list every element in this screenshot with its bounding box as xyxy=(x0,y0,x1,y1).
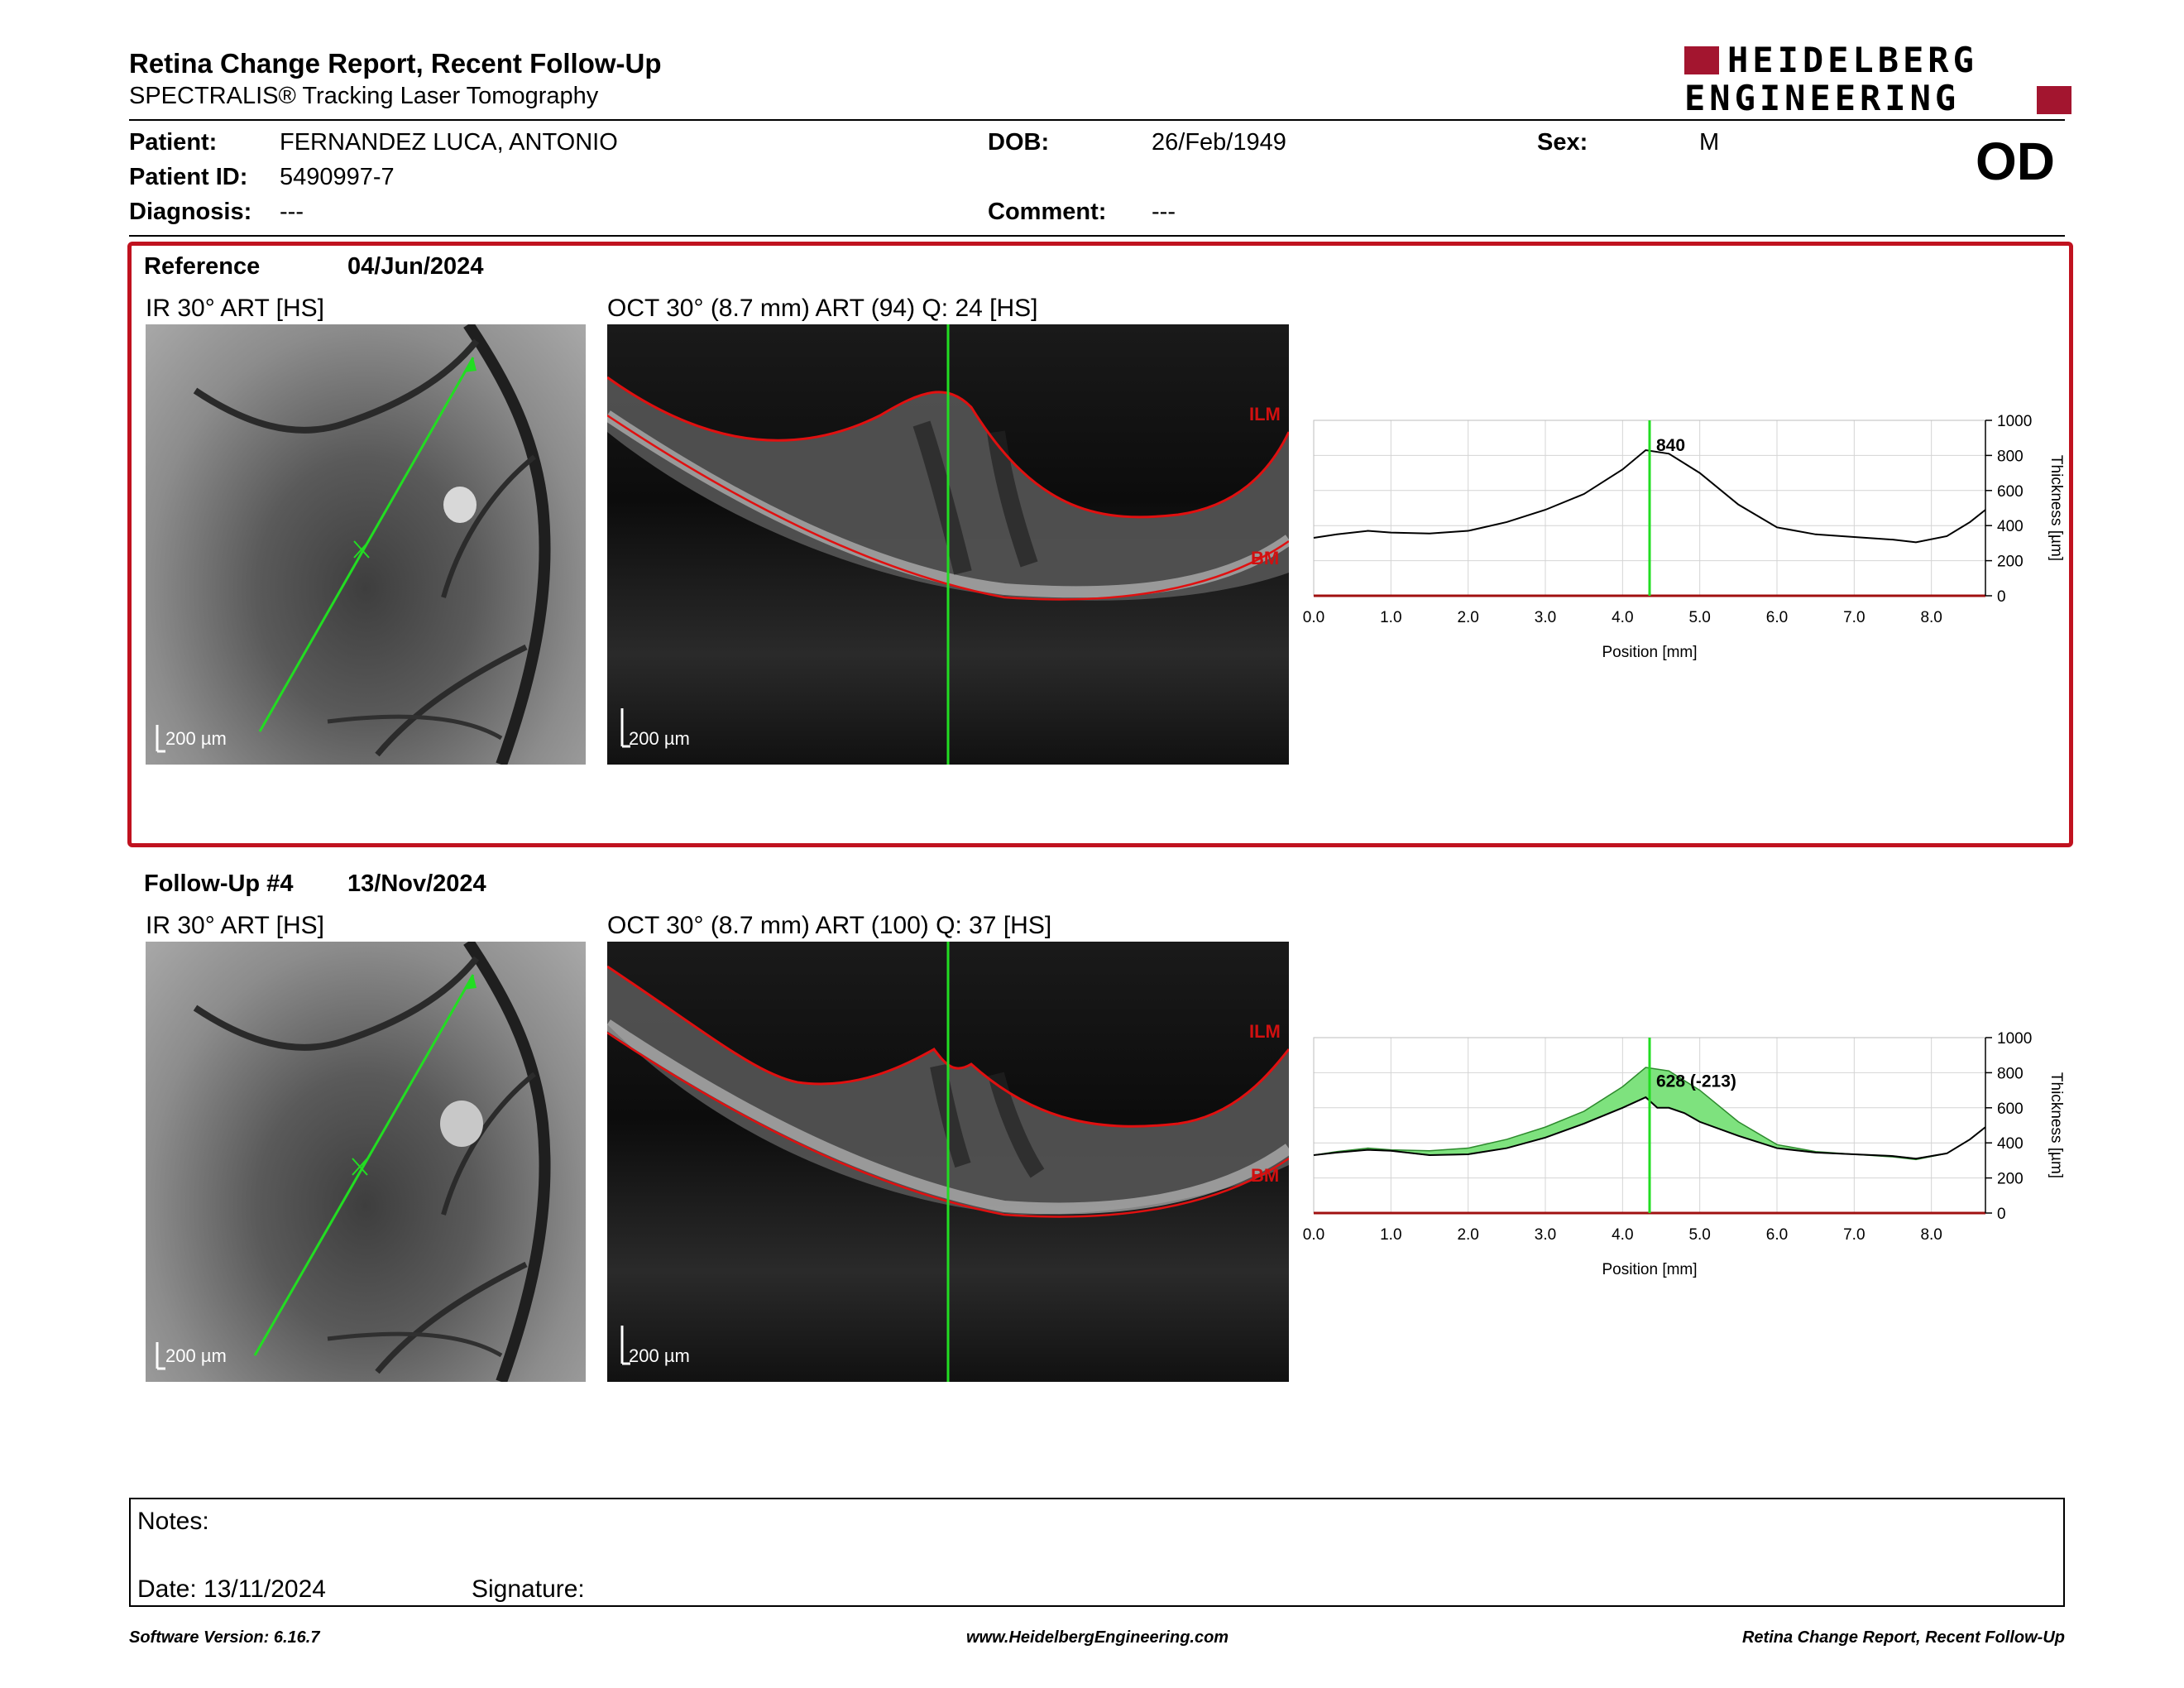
sex-value: M xyxy=(1699,129,1720,156)
heidelberg-logo: HEIDELBERG ENGINEERING xyxy=(1684,43,2071,116)
y-tick-label: 1000 xyxy=(1997,1030,2032,1048)
footer-website[interactable]: www.HeidelbergEngineering.com xyxy=(966,1628,1229,1647)
y-tick-label: 0 xyxy=(1997,588,2006,606)
patient-id-value: 5490997-7 xyxy=(280,164,395,190)
y-tick-label: 800 xyxy=(1997,448,2024,465)
reference-thickness-line xyxy=(1313,448,1986,544)
x-tick-label: 4.0 xyxy=(1612,1226,1633,1244)
patient-name: FERNANDEZ LUCA, ANTONIO xyxy=(280,129,618,156)
reference-ir-scale: 200 µm xyxy=(165,728,227,749)
x-axis-title: Position [mm] xyxy=(1602,644,1697,661)
signature-label: Signature: xyxy=(472,1575,585,1603)
dob-label: DOB: xyxy=(988,129,1050,156)
marker-value-label: 840 xyxy=(1656,436,1685,455)
reference-frame xyxy=(127,242,2073,847)
y-tick-label: 200 xyxy=(1997,1171,2024,1188)
followup-bm-label: BM xyxy=(1251,1165,1279,1186)
reference-label: Reference xyxy=(144,253,261,280)
y-tick-label: 0 xyxy=(1997,1206,2006,1223)
notes-box: Notes: Date: 13/11/2024 Signature: xyxy=(129,1498,2065,1607)
y-tick-label: 600 xyxy=(1997,483,2024,501)
followup-oct-scale: 200 µm xyxy=(629,1345,690,1366)
reference-fundus-image: 200 µm xyxy=(146,324,586,765)
report-subtitle: SPECTRALIS® Tracking Laser Tomography xyxy=(129,83,599,109)
x-tick-label: 0.0 xyxy=(1303,609,1324,626)
x-tick-label: 2.0 xyxy=(1457,609,1478,626)
footer-software-version: Software Version: 6.16.7 xyxy=(129,1628,320,1647)
y-tick-label: 400 xyxy=(1997,518,2024,535)
followup-label: Follow-Up #4 xyxy=(144,870,294,897)
followup-thickness-chart: 0 200 400 600 800 1000 0.0 1.0 2.0 3.0 4.0 5.0 6.0 7.… xyxy=(1303,1030,2065,1278)
x-tick-label: 8.0 xyxy=(1920,609,1942,626)
followup-ir-scale: 200 µm xyxy=(165,1345,227,1366)
followup-ilm-label: ILM xyxy=(1249,1021,1281,1042)
x-tick-label: 5.0 xyxy=(1688,609,1710,626)
followup-oct-label: OCT 30° (8.7 mm) ART (100) Q: 37 [HS] xyxy=(607,912,1052,939)
y-tick-label: 600 xyxy=(1997,1101,2024,1118)
comment-value: --- xyxy=(1152,199,1176,225)
reference-ilm-label: ILM xyxy=(1249,404,1281,424)
y-tick-label: 1000 xyxy=(1997,413,2032,430)
x-tick-label: 1.0 xyxy=(1380,609,1401,626)
eye-indicator: OD xyxy=(1976,132,2055,191)
x-axis-title: Position [mm] xyxy=(1602,1261,1697,1278)
x-tick-label: 8.0 xyxy=(1920,1226,1942,1244)
y-tick-label: 800 xyxy=(1997,1065,2024,1082)
followup-ir-label: IR 30° ART [HS] xyxy=(146,912,324,939)
reference-thickness-chart: 0 200 400 600 800 1000 0.0 1.0 2.0 3.0 4.0 5.0 6.0 7.… xyxy=(1303,413,2065,661)
report-title: Retina Change Report, Recent Follow-Up xyxy=(129,48,662,79)
y-axis-title: Thickness [µm] xyxy=(2048,1072,2065,1178)
y-tick-label: 200 xyxy=(1997,554,2024,571)
sex-label: Sex: xyxy=(1537,129,1588,156)
comment-label: Comment: xyxy=(988,199,1107,225)
x-tick-label: 3.0 xyxy=(1535,1226,1556,1244)
diagnosis-label: Diagnosis: xyxy=(129,199,252,225)
followup-oct-image: ILM BM 200 µm xyxy=(607,942,1289,1382)
followup-date: 13/Nov/2024 xyxy=(347,870,486,897)
y-axis-title: Thickness [µm] xyxy=(2048,455,2065,561)
patient-id-label: Patient ID: xyxy=(129,164,248,190)
reference-oct-label: OCT 30° (8.7 mm) ART (94) Q: 24 [HS] xyxy=(607,295,1038,322)
x-tick-label: 6.0 xyxy=(1766,1226,1788,1244)
patient-divider xyxy=(129,235,2065,237)
reference-bm-label: BM xyxy=(1251,548,1279,568)
diagnosis-value: --- xyxy=(280,199,304,225)
x-tick-label: 5.0 xyxy=(1688,1226,1710,1244)
notes-label: Notes: xyxy=(137,1508,209,1535)
x-tick-label: 4.0 xyxy=(1612,609,1633,626)
followup-thickness-line xyxy=(1313,1096,1986,1160)
x-tick-label: 2.0 xyxy=(1457,1226,1478,1244)
x-tick-label: 7.0 xyxy=(1843,1226,1865,1244)
footer-report-name: Retina Change Report, Recent Follow-Up xyxy=(1741,1628,2065,1647)
x-tick-label: 6.0 xyxy=(1766,609,1788,626)
reference-oct-image: ILM BM 200 µm xyxy=(607,324,1289,765)
header-divider xyxy=(129,119,2065,121)
reference-ir-label: IR 30° ART [HS] xyxy=(146,295,324,322)
reference-oct-scale: 200 µm xyxy=(629,728,690,749)
notes-date: Date: 13/11/2024 xyxy=(137,1575,326,1603)
marker-value-label: 628 (-213) xyxy=(1656,1072,1736,1091)
x-tick-label: 3.0 xyxy=(1535,609,1556,626)
dob-value: 26/Feb/1949 xyxy=(1152,129,1286,156)
x-tick-label: 1.0 xyxy=(1380,1226,1401,1244)
x-tick-label: 7.0 xyxy=(1843,609,1865,626)
reference-date: 04/Jun/2024 xyxy=(347,253,484,280)
x-tick-label: 0.0 xyxy=(1303,1226,1324,1244)
patient-label: Patient: xyxy=(129,129,218,156)
logo-line-1: HEIDELBERG xyxy=(1727,40,1978,80)
logo-line-2: ENGINEERING xyxy=(1684,78,1961,118)
followup-fundus-image: 200 µm xyxy=(146,942,586,1382)
y-tick-label: 400 xyxy=(1997,1135,2024,1153)
